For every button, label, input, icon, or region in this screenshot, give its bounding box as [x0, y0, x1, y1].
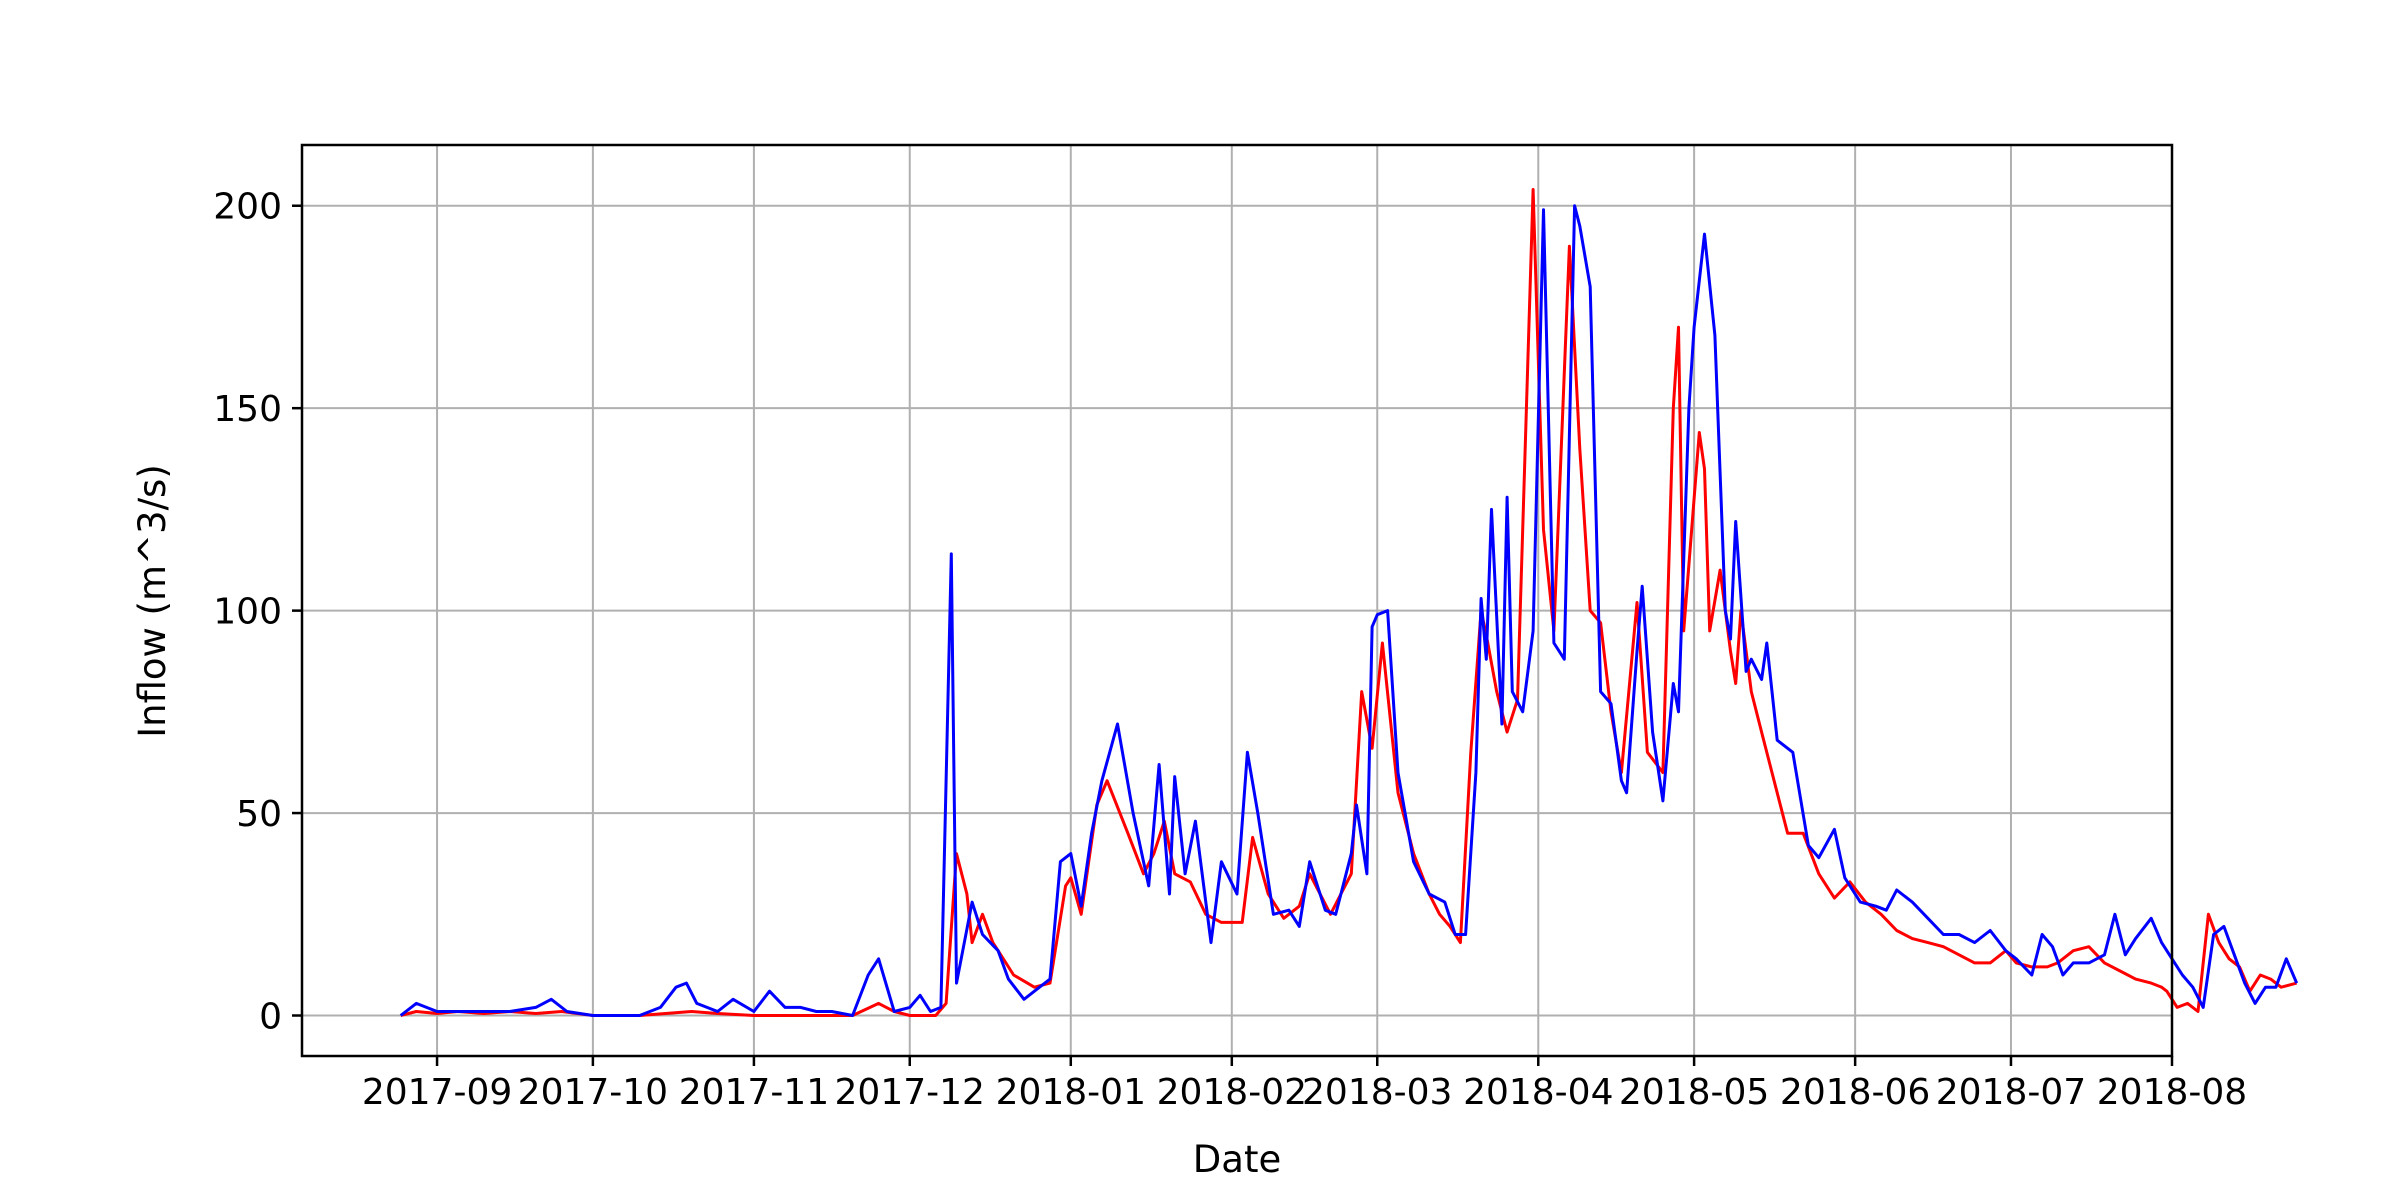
x-tick-label: 2018-02	[1157, 1072, 1307, 1113]
y-tick-label: 0	[259, 997, 282, 1038]
y-tick-labels: 0 50 100 150 200	[213, 187, 282, 1038]
series-line-2	[399, 204, 2299, 1017]
x-tick-label: 2018-03	[1302, 1072, 1452, 1113]
grid-lines	[302, 145, 2173, 1056]
y-axis-label: Inflow (m^3/s)	[131, 464, 174, 738]
x-tick-labels: 2017-09 2017-10 2017-11 2017-12 2018-01 2018-…	[362, 1072, 2247, 1113]
x-axis-label: Date	[1193, 1138, 1281, 1181]
x-tick-label: 2018-06	[1780, 1072, 1930, 1113]
x-tick-label: 2018-07	[1936, 1072, 2086, 1113]
x-tick-label: 2017-11	[679, 1072, 829, 1113]
x-tick-label: 2018-08	[2097, 1072, 2247, 1113]
y-tick-label: 200	[213, 187, 282, 228]
x-tick-label: 2018-01	[996, 1072, 1146, 1113]
y-tick-label: 100	[213, 592, 282, 633]
x-tick-label: 2017-10	[518, 1072, 668, 1113]
axis-ticks	[292, 204, 2174, 1066]
y-tick-label: 50	[236, 794, 282, 835]
x-tick-label: 2017-12	[835, 1072, 985, 1113]
y-tick-label: 150	[213, 389, 282, 430]
series-line-1	[400, 188, 2298, 1017]
x-tick-label: 2017-09	[362, 1072, 512, 1113]
x-tick-label: 2018-04	[1463, 1072, 1613, 1113]
x-tick-label: 2018-05	[1619, 1072, 1769, 1113]
plot-frame	[300, 143, 2174, 1058]
series-layer	[399, 188, 2299, 1017]
